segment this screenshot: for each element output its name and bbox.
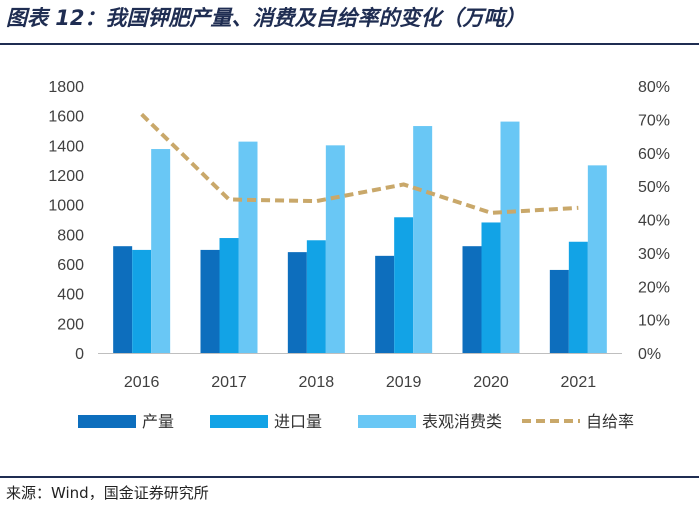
bar-进口量-2016: [132, 249, 152, 353]
y-left-tick-label: 1000: [48, 198, 84, 215]
y-right-tick-label: 70%: [638, 112, 670, 129]
y-right-tick-label: 80%: [638, 79, 670, 96]
legend-label-产量: 产量: [142, 412, 174, 431]
x-axis: 2016 2017 2018 2019 2020 2021: [98, 353, 622, 391]
bar-表观消费类-2021: [587, 165, 607, 353]
source-divider: [0, 476, 699, 478]
y-left-tick-label: 200: [57, 316, 84, 333]
title-divider: [0, 43, 699, 45]
y-right-tick-label: 0%: [638, 346, 661, 363]
bar-进口量-2021: [568, 241, 588, 353]
y-left-tick-label: 400: [57, 287, 84, 304]
y-left-tick-label: 1600: [48, 109, 84, 126]
line-自给率: [140, 112, 579, 215]
bar-产量-2019: [375, 255, 395, 353]
combo-chart: 0 200 400 600 800 1000 1200 1400 1600 1800 0% 10% 2…: [48, 79, 670, 431]
bar-进口量-2017: [219, 238, 239, 353]
legend-swatch-进口量: [210, 415, 268, 428]
x-tick-label: 2017: [211, 374, 247, 391]
y-right-tick-label: 40%: [638, 213, 670, 230]
bar-表观消费类-2018: [325, 145, 345, 353]
chart-title: 图表 12：我国钾肥产量、消费及自给率的变化（万吨）: [6, 6, 526, 30]
y-left-tick-label: 800: [57, 227, 84, 244]
x-tick-label: 2018: [299, 374, 335, 391]
y-right-tick-label: 50%: [638, 179, 670, 196]
self-sufficiency-line: [140, 112, 579, 215]
bar-表观消费类-2016: [151, 149, 171, 353]
bar-进口量-2018: [306, 240, 326, 353]
bar-产量-2020: [462, 246, 482, 353]
bar-产量-2021: [549, 269, 569, 353]
bar-进口量-2019: [394, 217, 414, 353]
legend-swatch-表观消费类: [358, 415, 416, 428]
bar-表观消费类-2020: [500, 121, 520, 353]
bar-表观消费类-2017: [238, 141, 258, 353]
y-axis-left: 0 200 400 600 800 1000 1200 1400 1600 1800: [48, 79, 84, 363]
bar-产量-2018: [287, 252, 307, 353]
legend-label-进口量: 进口量: [274, 412, 322, 431]
legend: 产量 进口量 表观消费类 自给率: [78, 412, 634, 431]
y-right-tick-label: 60%: [638, 146, 670, 163]
y-right-tick-label: 30%: [638, 246, 670, 263]
bar-表观消费类-2019: [413, 126, 433, 353]
y-axis-right: 0% 10% 20% 30% 40% 50% 60% 70% 80%: [638, 79, 670, 363]
x-tick-label: 2019: [386, 374, 422, 391]
source-note: 来源：Wind，国金证券研究所: [6, 484, 209, 502]
y-left-tick-label: 1400: [48, 138, 84, 155]
y-right-tick-label: 10%: [638, 313, 670, 330]
x-tick-label: 2020: [473, 374, 509, 391]
y-left-tick-label: 0: [75, 346, 84, 363]
y-left-tick-label: 1200: [48, 168, 84, 185]
bar-产量-2017: [200, 249, 220, 353]
x-tick-label: 2021: [561, 374, 597, 391]
legend-swatch-产量: [78, 415, 136, 428]
legend-label-自给率: 自给率: [586, 412, 634, 431]
bar-进口量-2020: [481, 222, 501, 353]
x-tick-label: 2016: [124, 374, 160, 391]
y-left-tick-label: 600: [57, 257, 84, 274]
bar-产量-2016: [113, 246, 133, 353]
y-right-tick-label: 20%: [638, 279, 670, 296]
legend-label-表观消费类: 表观消费类: [422, 412, 502, 431]
y-left-tick-label: 1800: [48, 79, 84, 96]
